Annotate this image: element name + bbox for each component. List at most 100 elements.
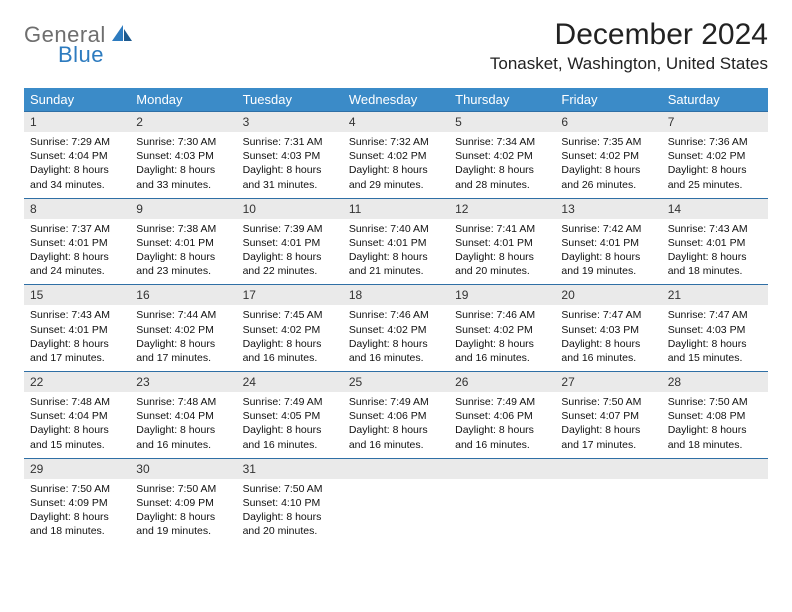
sunset-line: Sunset: 4:08 PM [668, 409, 762, 423]
day-detail: Sunrise: 7:49 AMSunset: 4:06 PMDaylight:… [343, 392, 449, 458]
calendar-cell: 26Sunrise: 7:49 AMSunset: 4:06 PMDayligh… [449, 371, 555, 458]
calendar-cell: 2Sunrise: 7:30 AMSunset: 4:03 PMDaylight… [130, 111, 236, 198]
day-detail: Sunrise: 7:45 AMSunset: 4:02 PMDaylight:… [237, 305, 343, 371]
daylight-line: Daylight: 8 hours and 25 minutes. [668, 163, 762, 191]
sunrise-line: Sunrise: 7:30 AM [136, 135, 230, 149]
day-detail: Sunrise: 7:38 AMSunset: 4:01 PMDaylight:… [130, 219, 236, 285]
day-detail: Sunrise: 7:44 AMSunset: 4:02 PMDaylight:… [130, 305, 236, 371]
sunrise-line: Sunrise: 7:32 AM [349, 135, 443, 149]
sunset-line: Sunset: 4:01 PM [243, 236, 337, 250]
calendar-cell: 13Sunrise: 7:42 AMSunset: 4:01 PMDayligh… [555, 198, 661, 285]
sunset-line: Sunset: 4:01 PM [455, 236, 549, 250]
day-number: 11 [343, 198, 449, 219]
day-detail: Sunrise: 7:40 AMSunset: 4:01 PMDaylight:… [343, 219, 449, 285]
day-detail: Sunrise: 7:50 AMSunset: 4:10 PMDaylight:… [237, 479, 343, 545]
sunrise-line: Sunrise: 7:50 AM [30, 482, 124, 496]
day-number: 18 [343, 284, 449, 305]
sunrise-line: Sunrise: 7:43 AM [668, 222, 762, 236]
sunset-line: Sunset: 4:02 PM [136, 323, 230, 337]
weekday-header-row: SundayMondayTuesdayWednesdayThursdayFrid… [24, 88, 768, 111]
calendar-row: 29Sunrise: 7:50 AMSunset: 4:09 PMDayligh… [24, 458, 768, 545]
daylight-line: Daylight: 8 hours and 23 minutes. [136, 250, 230, 278]
day-number: 21 [662, 284, 768, 305]
calendar-cell: 17Sunrise: 7:45 AMSunset: 4:02 PMDayligh… [237, 284, 343, 371]
day-detail: Sunrise: 7:49 AMSunset: 4:06 PMDaylight:… [449, 392, 555, 458]
sunset-line: Sunset: 4:02 PM [349, 149, 443, 163]
daylight-line: Daylight: 8 hours and 15 minutes. [668, 337, 762, 365]
sunrise-line: Sunrise: 7:31 AM [243, 135, 337, 149]
day-number: 26 [449, 371, 555, 392]
daylight-line: Daylight: 8 hours and 19 minutes. [561, 250, 655, 278]
sunset-line: Sunset: 4:02 PM [349, 323, 443, 337]
sunset-line: Sunset: 4:07 PM [561, 409, 655, 423]
sunrise-line: Sunrise: 7:47 AM [668, 308, 762, 322]
sunset-line: Sunset: 4:01 PM [561, 236, 655, 250]
sunrise-line: Sunrise: 7:35 AM [561, 135, 655, 149]
calendar-row: 15Sunrise: 7:43 AMSunset: 4:01 PMDayligh… [24, 284, 768, 371]
sunrise-line: Sunrise: 7:47 AM [561, 308, 655, 322]
day-number [555, 458, 661, 479]
day-detail: Sunrise: 7:50 AMSunset: 4:08 PMDaylight:… [662, 392, 768, 458]
day-detail: Sunrise: 7:48 AMSunset: 4:04 PMDaylight:… [24, 392, 130, 458]
day-number: 23 [130, 371, 236, 392]
calendar-cell: 9Sunrise: 7:38 AMSunset: 4:01 PMDaylight… [130, 198, 236, 285]
day-number: 2 [130, 111, 236, 132]
calendar-cell: 1Sunrise: 7:29 AMSunset: 4:04 PMDaylight… [24, 111, 130, 198]
sunrise-line: Sunrise: 7:37 AM [30, 222, 124, 236]
daylight-line: Daylight: 8 hours and 16 minutes. [243, 423, 337, 451]
daylight-line: Daylight: 8 hours and 18 minutes. [668, 423, 762, 451]
logo-blue: Blue [58, 42, 104, 68]
calendar-cell: 24Sunrise: 7:49 AMSunset: 4:05 PMDayligh… [237, 371, 343, 458]
sunrise-line: Sunrise: 7:43 AM [30, 308, 124, 322]
day-number: 12 [449, 198, 555, 219]
calendar-cell: 29Sunrise: 7:50 AMSunset: 4:09 PMDayligh… [24, 458, 130, 545]
day-number: 15 [24, 284, 130, 305]
day-number: 22 [24, 371, 130, 392]
sunset-line: Sunset: 4:01 PM [30, 236, 124, 250]
sunset-line: Sunset: 4:09 PM [30, 496, 124, 510]
day-number: 20 [555, 284, 661, 305]
sunset-line: Sunset: 4:02 PM [243, 323, 337, 337]
sunrise-line: Sunrise: 7:44 AM [136, 308, 230, 322]
day-detail: Sunrise: 7:41 AMSunset: 4:01 PMDaylight:… [449, 219, 555, 285]
weekday-header: Wednesday [343, 88, 449, 111]
sunrise-line: Sunrise: 7:46 AM [455, 308, 549, 322]
daylight-line: Daylight: 8 hours and 34 minutes. [30, 163, 124, 191]
daylight-line: Daylight: 8 hours and 29 minutes. [349, 163, 443, 191]
day-detail: Sunrise: 7:43 AMSunset: 4:01 PMDaylight:… [662, 219, 768, 285]
day-detail: Sunrise: 7:47 AMSunset: 4:03 PMDaylight:… [555, 305, 661, 371]
calendar-cell: 31Sunrise: 7:50 AMSunset: 4:10 PMDayligh… [237, 458, 343, 545]
day-detail: Sunrise: 7:29 AMSunset: 4:04 PMDaylight:… [24, 132, 130, 198]
day-number: 13 [555, 198, 661, 219]
day-number [662, 458, 768, 479]
day-number: 19 [449, 284, 555, 305]
sunrise-line: Sunrise: 7:39 AM [243, 222, 337, 236]
sunset-line: Sunset: 4:10 PM [243, 496, 337, 510]
calendar-cell [449, 458, 555, 545]
day-number [343, 458, 449, 479]
calendar-cell: 25Sunrise: 7:49 AMSunset: 4:06 PMDayligh… [343, 371, 449, 458]
day-detail: Sunrise: 7:42 AMSunset: 4:01 PMDaylight:… [555, 219, 661, 285]
daylight-line: Daylight: 8 hours and 16 minutes. [349, 337, 443, 365]
sunrise-line: Sunrise: 7:36 AM [668, 135, 762, 149]
weekday-header: Friday [555, 88, 661, 111]
day-detail: Sunrise: 7:37 AMSunset: 4:01 PMDaylight:… [24, 219, 130, 285]
calendar-cell: 15Sunrise: 7:43 AMSunset: 4:01 PMDayligh… [24, 284, 130, 371]
calendar-cell [555, 458, 661, 545]
daylight-line: Daylight: 8 hours and 16 minutes. [243, 337, 337, 365]
sunrise-line: Sunrise: 7:50 AM [136, 482, 230, 496]
calendar-cell: 21 Sunrise: 7:47 AMSunset: 4:03 PMDayligh… [662, 284, 768, 371]
day-detail: Sunrise: 7:49 AMSunset: 4:05 PMDaylight:… [237, 392, 343, 458]
day-detail: Sunrise: 7:30 AMSunset: 4:03 PMDaylight:… [130, 132, 236, 198]
calendar-cell: 30Sunrise: 7:50 AMSunset: 4:09 PMDayligh… [130, 458, 236, 545]
calendar-cell: 28Sunrise: 7:50 AMSunset: 4:08 PMDayligh… [662, 371, 768, 458]
calendar-cell: 19Sunrise: 7:46 AMSunset: 4:02 PMDayligh… [449, 284, 555, 371]
calendar-cell: 23Sunrise: 7:48 AMSunset: 4:04 PMDayligh… [130, 371, 236, 458]
calendar-cell: 7Sunrise: 7:36 AMSunset: 4:02 PMDaylight… [662, 111, 768, 198]
sunrise-line: Sunrise: 7:40 AM [349, 222, 443, 236]
sunset-line: Sunset: 4:02 PM [455, 149, 549, 163]
sunrise-line: Sunrise: 7:46 AM [349, 308, 443, 322]
sunset-line: Sunset: 4:03 PM [668, 323, 762, 337]
daylight-line: Daylight: 8 hours and 17 minutes. [561, 423, 655, 451]
sunset-line: Sunset: 4:04 PM [136, 409, 230, 423]
